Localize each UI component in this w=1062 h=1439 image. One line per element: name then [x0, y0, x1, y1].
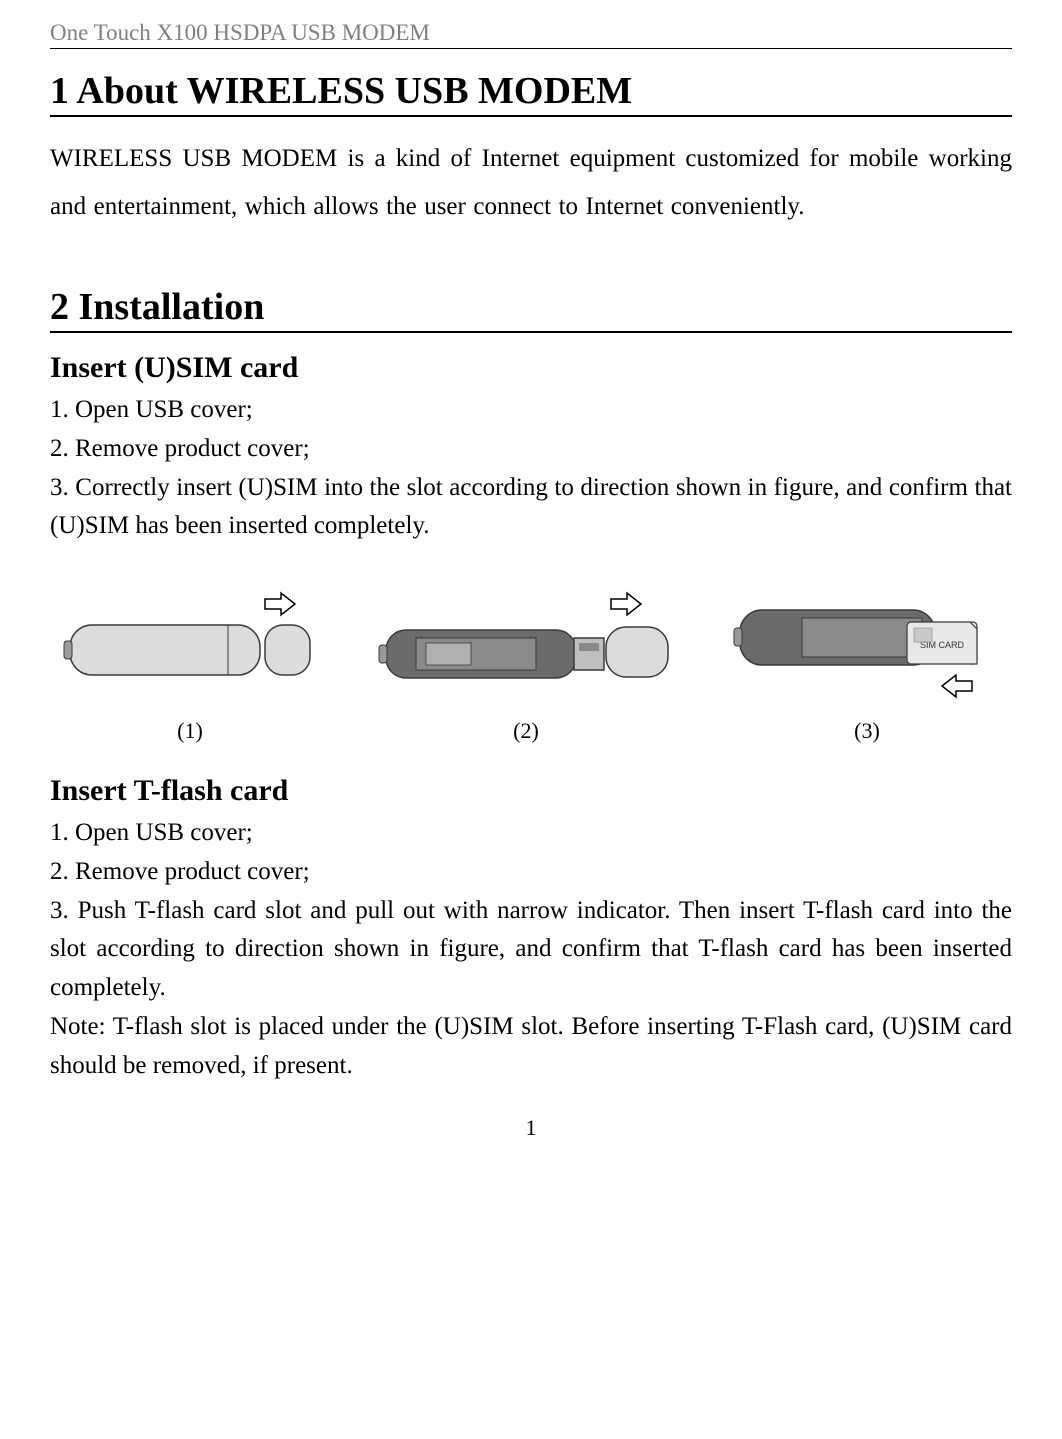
figure-label-2: (2)	[376, 718, 676, 744]
page-number: 1	[50, 1115, 1012, 1141]
sub2-step-3: 3. Push T-flash card slot and pull out w…	[50, 892, 1012, 1008]
sub1-step-1: 1. Open USB cover;	[50, 391, 1012, 430]
figure-row: SIM CARD	[50, 570, 1012, 710]
section1-paragraph: WIRELESS USB MODEM is a kind of Internet…	[50, 135, 1012, 230]
sub1-step-3: 3. Correctly insert (U)SIM into the slot…	[50, 469, 1012, 547]
header-rule	[50, 48, 1012, 49]
figure-1	[60, 575, 320, 705]
sub2-step-2: 2. Remove product cover;	[50, 853, 1012, 892]
section2-heading: 2 Installation	[50, 285, 1012, 333]
section1-heading: 1 About WIRELESS USB MODEM	[50, 69, 1012, 117]
figure-label-3: (3)	[732, 718, 1002, 744]
figure-label-row: (1) (2) (3)	[50, 718, 1012, 744]
header-title: One Touch X100 HSDPA USB MODEM	[50, 20, 1012, 46]
figure-2	[376, 575, 676, 705]
sub2-step-1: 1. Open USB cover;	[50, 814, 1012, 853]
sub1-heading: Insert (U)SIM card	[50, 351, 1012, 385]
sub1-step-2: 2. Remove product cover;	[50, 430, 1012, 469]
figure-label-1: (1)	[60, 718, 320, 744]
sub2-note: Note: T-flash slot is placed under the (…	[50, 1008, 1012, 1086]
sub2-heading: Insert T-flash card	[50, 774, 1012, 808]
figure-3: SIM CARD	[732, 570, 1002, 710]
